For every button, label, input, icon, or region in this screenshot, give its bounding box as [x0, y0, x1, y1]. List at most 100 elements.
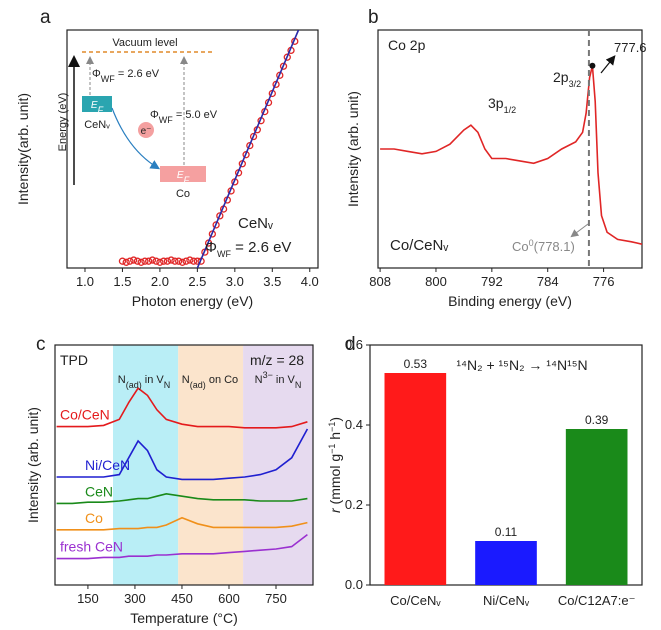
- arrow: [570, 223, 589, 238]
- data-point: [122, 258, 130, 266]
- series-line: [380, 65, 642, 245]
- regions-layer: [112, 345, 313, 585]
- vacuum-label: Vacuum level: [112, 37, 177, 49]
- text-part: Φ: [205, 239, 217, 256]
- text-part: ): [327, 417, 343, 422]
- text-part: WF: [217, 249, 231, 259]
- data-point: [283, 53, 291, 61]
- text-part: F: [98, 105, 104, 115]
- text-part: N: [182, 374, 190, 386]
- fermi-label: EF: [177, 170, 190, 185]
- y-tick-label: 0.6: [345, 337, 363, 352]
- text-part: Co: [512, 239, 529, 254]
- x-axis-label: Temperature (°C): [130, 610, 238, 626]
- data-point: [156, 258, 164, 266]
- energy-label: Energy (eV): [57, 93, 69, 152]
- y-axis-label: Intensity(arb. unit): [15, 93, 31, 205]
- x-tick-label: 784: [537, 274, 559, 289]
- fermi-box: [160, 166, 206, 182]
- annotation: CeNᵥ: [238, 215, 273, 232]
- data-point: [130, 256, 138, 264]
- data-point: [216, 212, 224, 220]
- series-label: Co: [85, 510, 103, 526]
- text-part: (ad): [190, 380, 206, 390]
- y-axis-label: Intensity (arb. unit): [345, 91, 361, 207]
- text-part: Φ: [150, 109, 159, 121]
- text-part: Φ: [92, 68, 101, 80]
- wf-label: ΦWF = 2.6 eV: [92, 68, 160, 84]
- marks-layer: a 1.0 1.5 2.0 2.5 3.0 3.5 4.0 Photon energy (eV)…: [15, 7, 643, 626]
- text-part: N: [164, 380, 171, 390]
- peak-marker: [589, 62, 596, 69]
- text-part: 0: [529, 238, 534, 248]
- x-tick-label: 792: [481, 274, 503, 289]
- annotation: TPD: [60, 352, 88, 368]
- data-point: [141, 257, 149, 265]
- text-part: (mmol g: [327, 454, 343, 508]
- text-part: = 2.6 eV: [231, 239, 291, 256]
- series-line: [56, 533, 308, 560]
- value-label: 0.11: [495, 525, 518, 539]
- fit-line: [196, 30, 300, 268]
- x-tick-label: Co/C12A7:e⁻: [558, 593, 636, 608]
- text-part: on Co: [206, 374, 238, 386]
- wf-label: ΦWF = 5.0 eV: [150, 109, 218, 125]
- region-label: N3− in VN: [255, 370, 302, 390]
- region: [178, 345, 244, 585]
- data-point: [148, 256, 157, 264]
- chart-title: ¹⁴N₂ + ¹⁵N₂ → ¹⁴N¹⁵N: [456, 357, 587, 373]
- x-tick-label: Ni/CeNᵥ: [483, 593, 530, 608]
- value-label: 0.39: [585, 413, 609, 427]
- panel-label: b: [368, 7, 379, 28]
- data-point: [249, 132, 258, 141]
- electron: [138, 122, 154, 138]
- x-tick-label: 750: [265, 591, 287, 606]
- series-line: [56, 387, 308, 429]
- data-point: [167, 256, 175, 264]
- x-tick-label: 600: [218, 591, 240, 606]
- text-part: E: [177, 170, 184, 181]
- data-point: [137, 258, 145, 266]
- region-label: N(ad) on Co: [182, 374, 238, 390]
- x-tick-label: 150: [77, 591, 99, 606]
- annotation: Co/CeNᵥ: [390, 237, 448, 254]
- series-label: fresh CeN: [60, 539, 123, 555]
- x-tick-label: Co/CeNᵥ: [390, 593, 441, 608]
- data-point: [178, 258, 187, 266]
- peak-label: 3p1/2: [488, 95, 516, 115]
- material-label: Co: [176, 188, 190, 200]
- bar: [475, 541, 537, 585]
- data-point: [126, 257, 134, 265]
- text-part: 3−: [263, 370, 273, 380]
- text-part: N: [295, 380, 302, 390]
- x-tick-label: 450: [171, 591, 193, 606]
- data-point: [145, 257, 153, 265]
- text-part: E: [91, 100, 98, 111]
- peak-value: 777.6: [614, 40, 647, 55]
- x-tick-label: 2.0: [151, 274, 169, 289]
- data-point: [118, 257, 127, 265]
- text-part: r: [327, 507, 343, 513]
- peak-label: 2p3/2: [553, 69, 581, 89]
- data-point: [186, 256, 194, 264]
- series-label: Co/CeN: [60, 407, 110, 423]
- x-tick-label: 776: [593, 274, 615, 289]
- x-axis-label: Binding energy (eV): [448, 293, 572, 309]
- x-axis-label: Photon energy (eV): [132, 293, 253, 309]
- y-axis-label: r (mmol g−1 h−1): [327, 417, 343, 513]
- value-label: 0.53: [404, 357, 428, 371]
- series-line: [56, 428, 309, 481]
- text-part: = 2.6 eV: [115, 68, 160, 80]
- region-label: N(ad) in VN: [118, 374, 170, 390]
- series-line: [56, 492, 308, 505]
- data-point: [174, 257, 183, 265]
- series-line: [56, 516, 308, 531]
- x-tick-label: 808: [369, 274, 391, 289]
- plot-frame: [377, 29, 643, 269]
- text-part: 3/2: [569, 79, 582, 89]
- text-part: −1: [327, 444, 337, 454]
- x-tick-label: 2.5: [188, 274, 206, 289]
- series-label: CeN: [85, 483, 113, 499]
- x-tick-label: 800: [425, 274, 447, 289]
